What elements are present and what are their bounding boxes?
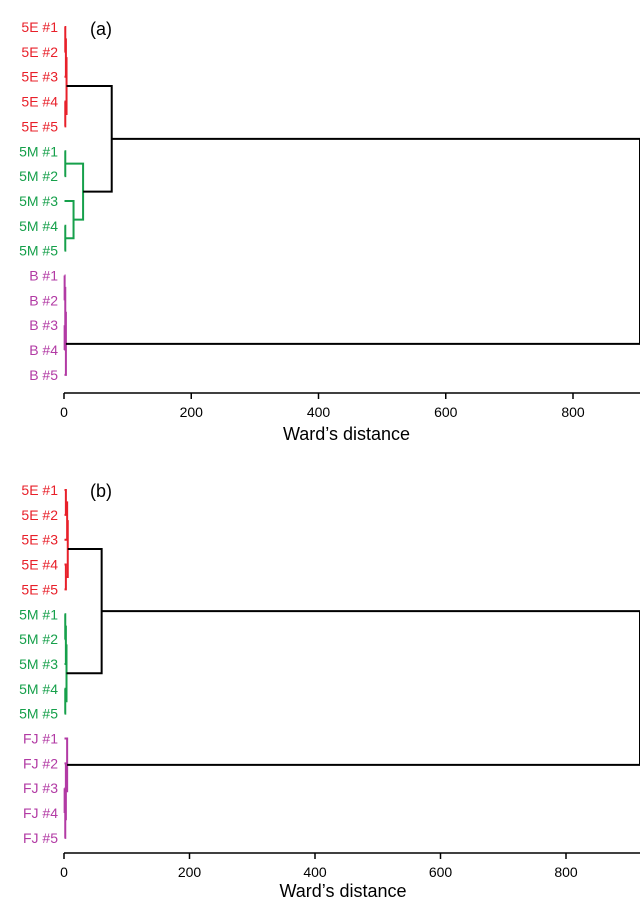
leaf-label: B #5 [29, 367, 58, 383]
x-tick-label: 400 [307, 404, 331, 420]
leaf-label: 5M #4 [19, 218, 58, 234]
leaf-label: 5E #3 [21, 69, 58, 85]
leaf-label: 5M #2 [19, 631, 58, 647]
leaf-label: FJ #2 [23, 755, 58, 771]
leaf-label: FJ #1 [23, 731, 58, 747]
x-tick-label: 200 [178, 864, 202, 880]
leaf-label: FJ #3 [23, 780, 58, 796]
leaf-label: 5M #1 [19, 143, 58, 159]
leaf-label: 5E #5 [21, 118, 58, 134]
leaf-label: 5E #3 [21, 532, 58, 548]
leaf-label: 5M #3 [19, 656, 58, 672]
dendrogram-link [64, 489, 67, 516]
leaf-label: 5E #4 [21, 557, 58, 573]
x-tick-label: 200 [180, 404, 204, 420]
leaf-label: B #4 [29, 342, 58, 358]
panel-label: (a) [90, 19, 112, 39]
leaf-label: 5M #4 [19, 681, 58, 697]
leaf-label: 5M #5 [19, 243, 58, 259]
dendrogram-link [64, 150, 67, 178]
panel-label: (b) [90, 481, 112, 501]
dendrogram-link [64, 199, 75, 240]
leaf-label: 5E #5 [21, 581, 58, 597]
x-tick-label: 800 [561, 404, 585, 420]
leaf-label: 5M #3 [19, 193, 58, 209]
x-tick-label: 400 [303, 864, 327, 880]
leaf-label: FJ #5 [23, 830, 58, 846]
leaf-label: B #1 [29, 268, 58, 284]
x-tick-label: 0 [60, 864, 68, 880]
dendrogram-link [64, 224, 67, 252]
leaf-label: 5E #4 [21, 94, 58, 110]
leaf-label: FJ #4 [23, 805, 58, 821]
dendrogram-link [66, 85, 113, 193]
leaf-label: 5M #2 [19, 168, 58, 184]
leaf-label: 5E #1 [21, 19, 58, 35]
x-axis-label: Ward’s distance [279, 881, 406, 901]
leaf-label: 5E #2 [21, 507, 58, 523]
leaf-label: 5M #1 [19, 606, 58, 622]
x-tick-label: 600 [434, 404, 458, 420]
panel-a: 5E #1 5E #2 5E #3 5E #4 5E #5 5M #1 5M #2 5M #3… [19, 19, 640, 444]
leaf-label: B #3 [29, 317, 58, 333]
x-tick-label: 0 [60, 404, 68, 420]
leaf-label: B #2 [29, 292, 58, 308]
dendrogram-link [64, 563, 67, 591]
dendrogram-link [67, 610, 640, 766]
x-tick-label: 800 [554, 864, 578, 880]
leaf-label: 5M #5 [19, 706, 58, 722]
dendrogram-link [65, 137, 640, 345]
x-axis-label: Ward’s distance [283, 424, 410, 444]
x-tick-label: 600 [429, 864, 453, 880]
panel-b: 5E #1 5E #2 5E #3 5E #4 5E #5 5M #1 5M #2 5M #3… [19, 481, 640, 901]
dendrogram-link [64, 687, 67, 715]
dendrogram-link [64, 100, 67, 128]
leaf-label: 5E #2 [21, 44, 58, 60]
dendrogram-link [66, 548, 103, 675]
leaf-label: 5E #1 [21, 482, 58, 498]
